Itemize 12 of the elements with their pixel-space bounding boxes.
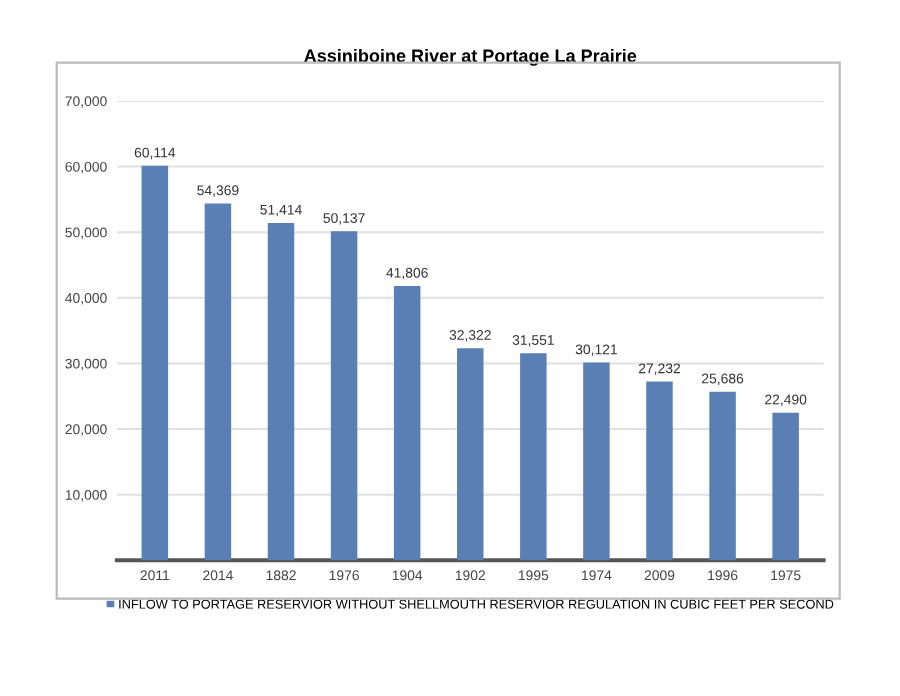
bar	[520, 353, 547, 561]
bar	[772, 412, 799, 561]
bar	[267, 222, 295, 561]
bar	[393, 285, 421, 561]
bar	[204, 203, 232, 561]
bar	[583, 362, 610, 561]
bar	[646, 381, 673, 561]
bar	[141, 165, 169, 561]
bar	[330, 231, 358, 561]
bar	[709, 391, 736, 561]
bar	[457, 348, 484, 561]
chart-title: Assiniboine River at Portage La Prairie	[304, 48, 637, 66]
